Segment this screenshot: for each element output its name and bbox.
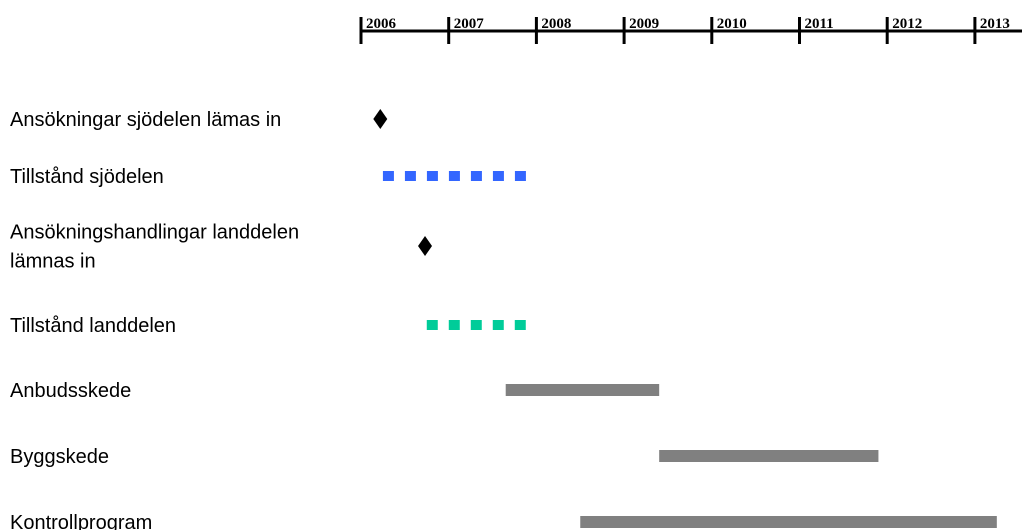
axis-tick-label-2012: 2012 [892, 16, 922, 32]
task-label-5: Anbudsskede [10, 380, 131, 402]
axis-tick-label-2013: 2013 [980, 16, 1010, 32]
task-label-7: Kontrollprogram [10, 512, 152, 530]
task-label-2: Tillstånd sjödelen [10, 166, 164, 188]
task-label-3-line-2: lämnas in [10, 251, 96, 273]
gantt-bar-6 [659, 450, 879, 462]
axis-tick-label-2009: 2009 [629, 16, 659, 32]
axis-tick-label-2010: 2010 [717, 16, 747, 32]
axis-tick-label-2006: 2006 [366, 16, 397, 32]
gantt-bar-7 [580, 516, 997, 528]
gantt-bar-5 [505, 384, 660, 396]
task-label-3-line-1: Ansökningshandlingar landdelen [10, 222, 299, 244]
milestone-diamond-3 [418, 236, 433, 256]
axis-tick-label-2011: 2011 [805, 16, 834, 32]
milestone-diamond-1 [373, 109, 388, 129]
task-label-1: Ansökningar sjödelen lämas in [10, 109, 281, 131]
task-label-6: Byggskede [10, 446, 109, 468]
axis-tick-label-2007: 2007 [454, 16, 485, 32]
task-label-4: Tillstånd landdelen [10, 315, 176, 337]
axis-tick-label-2008: 2008 [541, 16, 571, 32]
